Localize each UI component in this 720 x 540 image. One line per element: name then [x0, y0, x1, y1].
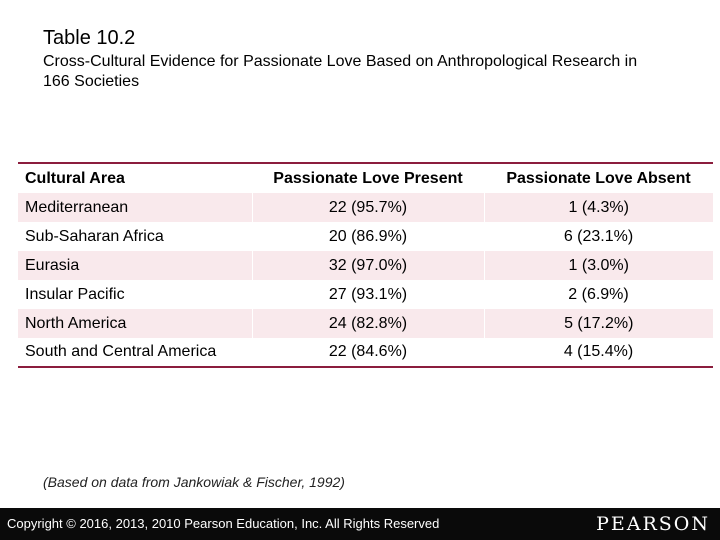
cultural-area-cell: Mediterranean: [18, 193, 252, 222]
cultural-area-cell: Sub-Saharan Africa: [25, 227, 164, 245]
love-present-cell: 22 (95.7%): [251, 193, 485, 222]
love-absent-cell: 2 (6.9%): [568, 285, 629, 303]
copyright-text: Copyright © 2016, 2013, 2010 Pearson Edu…: [7, 516, 440, 531]
love-absent-cell: 1 (4.3%): [484, 193, 713, 222]
love-present-cell: 20 (86.9%): [328, 227, 408, 245]
source-note: (Based on data from Jankowiak & Fischer,…: [43, 474, 345, 490]
table-row: North America 24 (82.8%) 5 (17.2%): [18, 309, 713, 338]
cultural-area-cell: Eurasia: [18, 251, 252, 280]
love-present-cell: 32 (97.0%): [251, 251, 485, 280]
column-header-love-absent: Passionate Love Absent: [506, 169, 691, 187]
column-header-cultural-area: Cultural Area: [25, 169, 125, 187]
love-absent-cell: 1 (3.0%): [484, 251, 713, 280]
love-present-cell: 24 (82.8%): [251, 309, 485, 338]
love-present-cell: 22 (84.6%): [328, 343, 408, 360]
column-header-love-present: Passionate Love Present: [273, 169, 463, 187]
love-absent-cell: 4 (15.4%): [563, 343, 634, 360]
table-row: Sub-Saharan Africa 20 (86.9%) 6 (23.1%): [18, 222, 713, 251]
cultural-area-cell: Insular Pacific: [25, 285, 125, 303]
table-row: Insular Pacific 27 (93.1%) 2 (6.9%): [18, 280, 713, 309]
table-subtitle: Cross-Cultural Evidence for Passionate L…: [43, 53, 638, 90]
love-present-cell: 27 (93.1%): [328, 285, 408, 303]
love-absent-cell: 6 (23.1%): [563, 227, 634, 245]
cultural-area-cell: North America: [18, 309, 252, 338]
data-table: Cultural Area Passionate Love Present Pa…: [18, 162, 713, 368]
page-title: Table 10.2: [43, 27, 136, 49]
table-row: Mediterranean 22 (95.7%) 1 (4.3%): [18, 193, 713, 222]
header-row: Cultural Area Passionate Love Present Pa…: [18, 163, 713, 193]
love-absent-cell: 5 (17.2%): [484, 309, 713, 338]
table-row: Eurasia 32 (97.0%) 1 (3.0%): [18, 251, 713, 280]
cultural-area-cell: South and Central America: [25, 343, 217, 360]
pearson-logo: PEARSON: [596, 513, 710, 535]
table-row: South and Central America 22 (84.6%) 4 (…: [18, 338, 713, 367]
footer-bar: Copyright © 2016, 2013, 2010 Pearson Edu…: [0, 508, 720, 540]
